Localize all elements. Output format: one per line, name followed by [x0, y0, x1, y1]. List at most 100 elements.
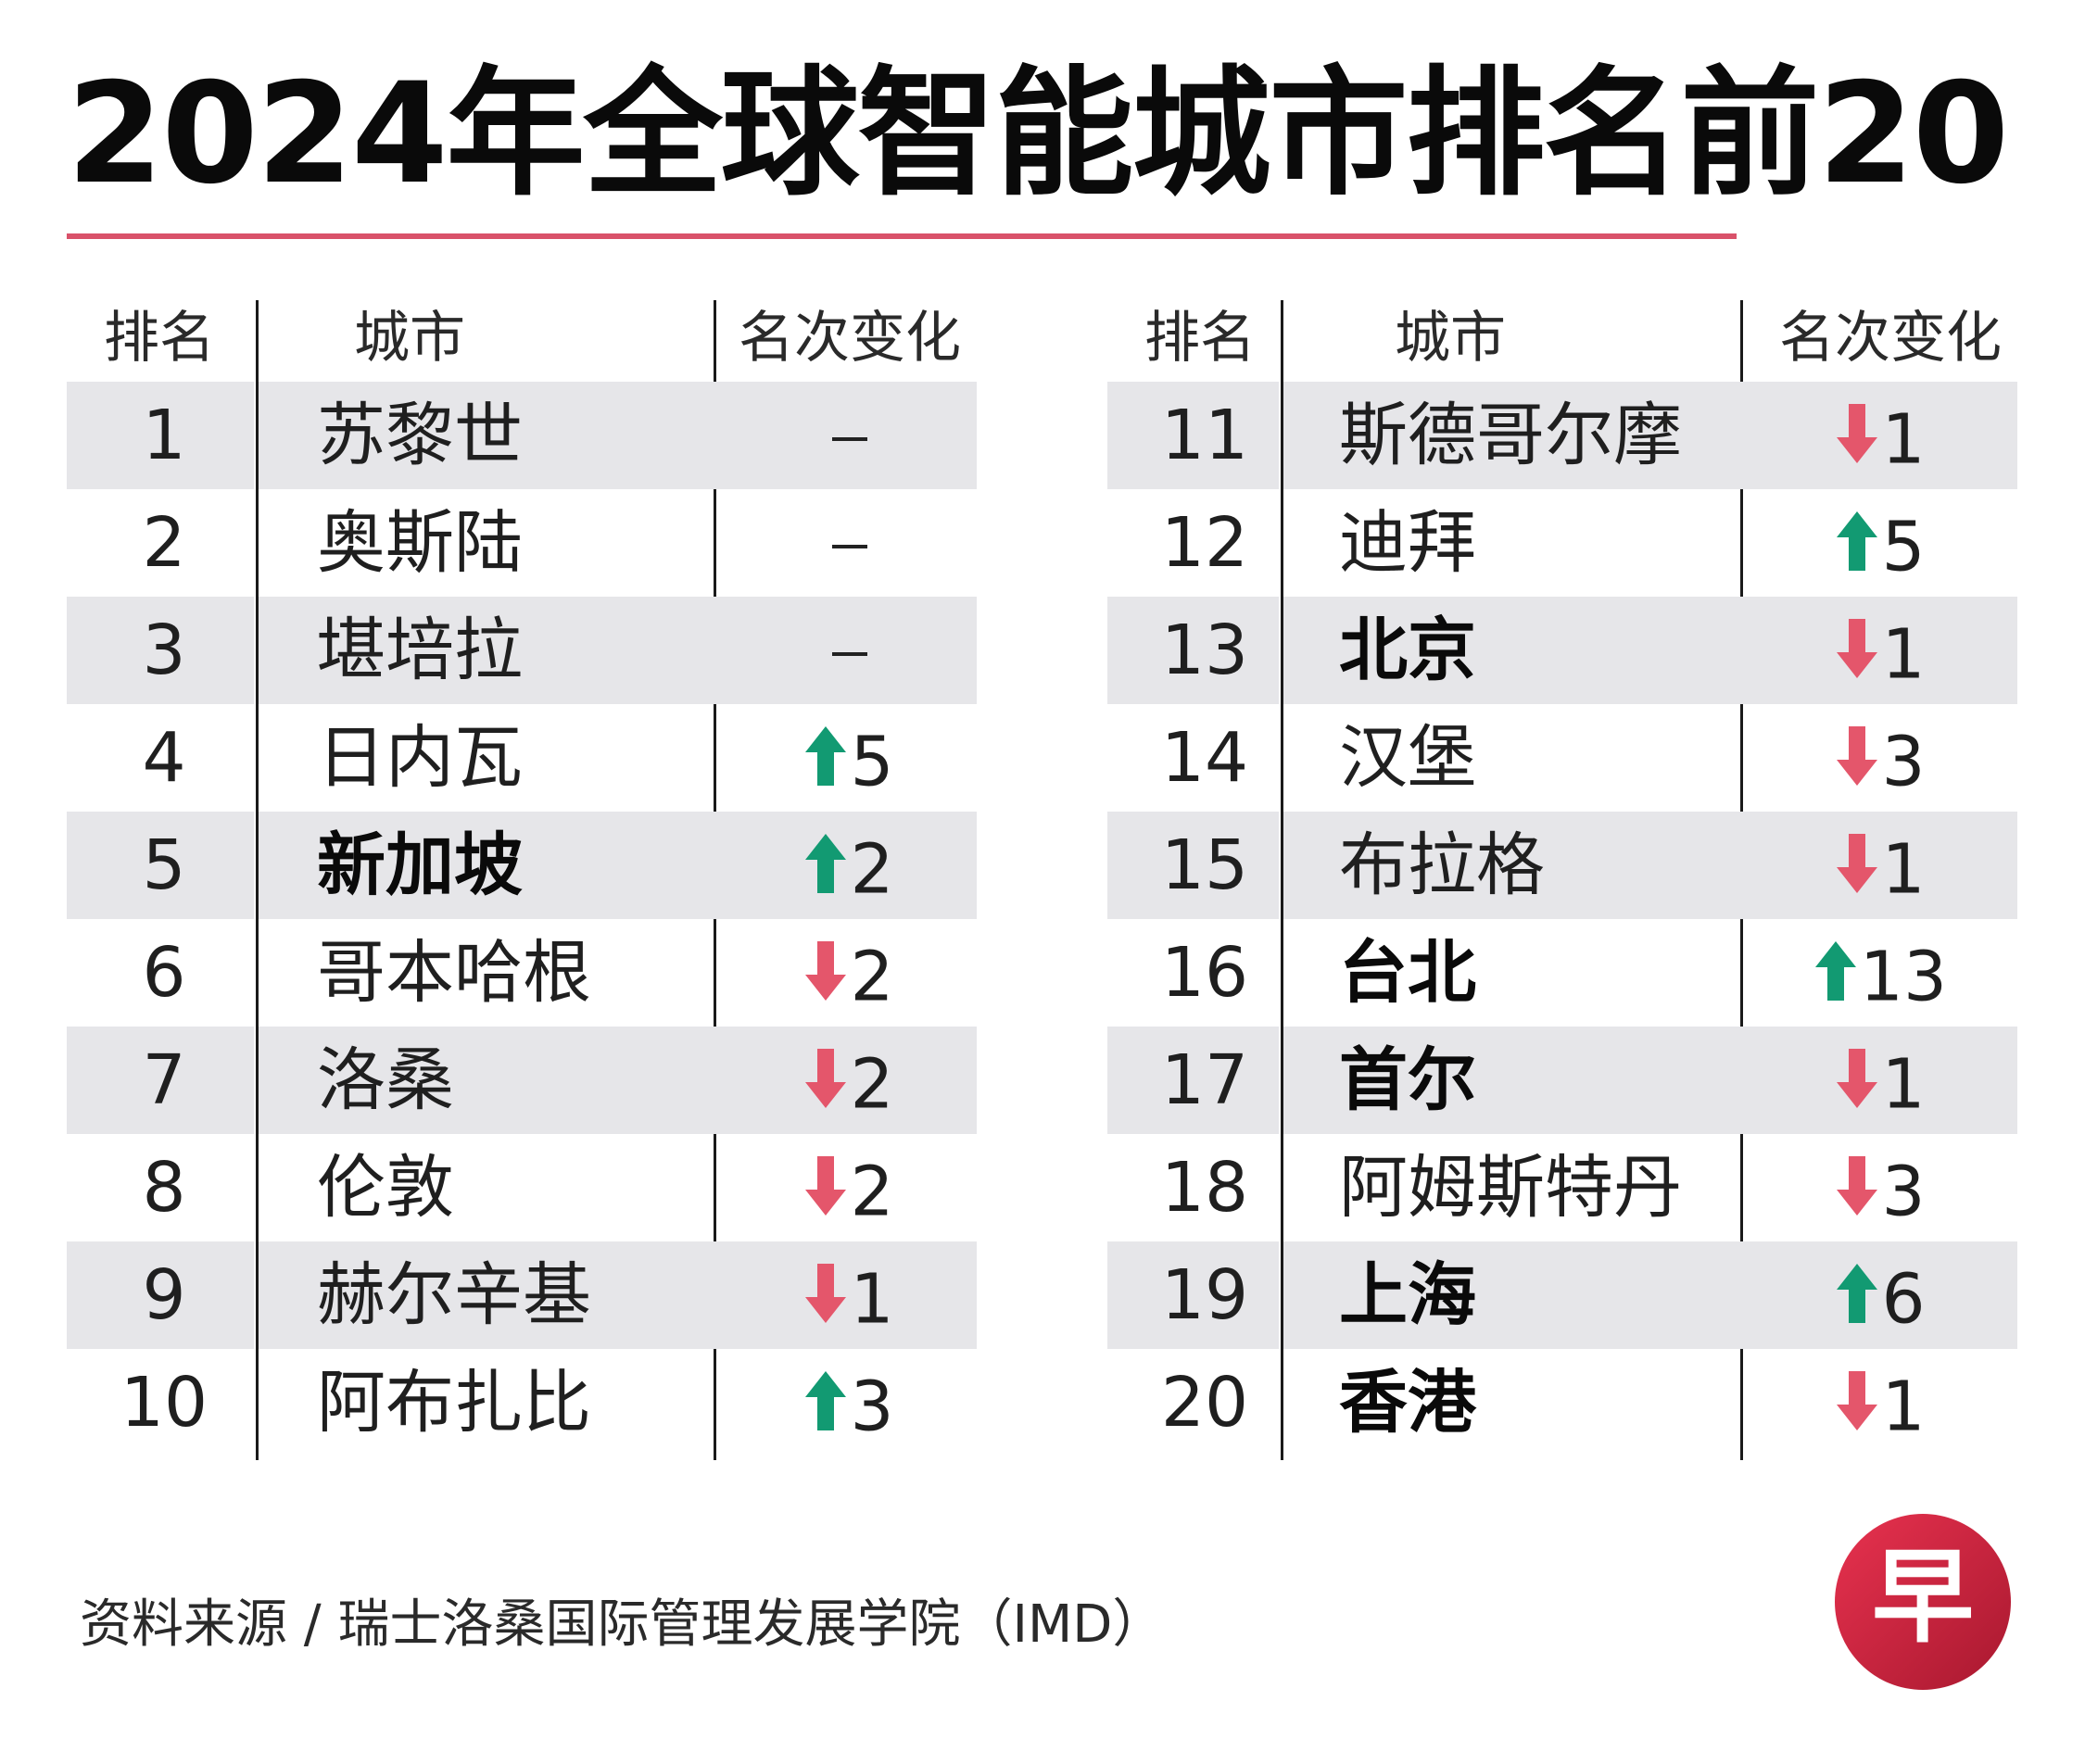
table-row: 16 台北 13 — [1107, 919, 2017, 1027]
arrow-down-shape — [805, 941, 847, 1002]
table-row: 17 首尔 1 — [1107, 1027, 2017, 1134]
rank-cell: 18 — [1160, 1148, 1249, 1228]
logo-char: 早 — [1872, 1538, 1974, 1657]
change-cell: 3 — [729, 1349, 970, 1456]
row-band — [67, 382, 254, 489]
arrow-up-shape — [805, 834, 847, 894]
table-rows: 11 斯德哥尔摩 1 12 迪拜 5 13 北京 1 14 汉堡 3 15 布拉格 1 16 台北 13 17 首尔 1… — [1107, 382, 2017, 1456]
rank-cell: 13 — [1160, 611, 1249, 690]
city-cell: 香港 — [1339, 1363, 1476, 1443]
table-row: 12 迪拜 5 — [1107, 489, 2017, 597]
change-cell: 5 — [1756, 489, 2006, 597]
rank-cell: 8 — [142, 1148, 186, 1228]
change-cell: 1 — [1756, 382, 2006, 489]
arrow-up-icon — [1814, 941, 1856, 1002]
chart-title: 2024年全球智能城市排名前20 — [67, 54, 2009, 215]
city-cell: 上海 — [1339, 1255, 1476, 1335]
arrow-down-icon — [805, 1156, 847, 1216]
arrow-down-icon — [1837, 1156, 1878, 1216]
arrow-down-icon — [1837, 834, 1878, 894]
change-cell: 1 — [1756, 1027, 2006, 1134]
arrow-down-icon — [805, 941, 847, 1002]
city-cell: 哥本哈根 — [317, 933, 591, 1013]
change-cell — [729, 489, 970, 597]
logo-circle — [1835, 1514, 2011, 1690]
change-value: 1 — [1881, 399, 1926, 480]
table-row: 18 阿姆斯特丹 3 — [1107, 1134, 2017, 1241]
table-row: 5 新加坡 2 — [67, 812, 977, 919]
rank-cell: 4 — [142, 718, 186, 798]
table-row: 6 哥本哈根 2 — [67, 919, 977, 1027]
arrow-down-shape — [1837, 619, 1878, 679]
row-band — [67, 1027, 254, 1134]
arrow-down-shape — [1837, 726, 1878, 787]
arrow-down-icon — [805, 1264, 847, 1324]
rank-cell: 2 — [142, 503, 186, 583]
rank-cell: 17 — [1160, 1040, 1249, 1120]
arrow-up-icon — [805, 1371, 847, 1431]
change-cell: 2 — [729, 919, 970, 1027]
header-change: 名次变化 — [1779, 306, 2002, 371]
change-cell: 1 — [1756, 597, 2006, 704]
change-value: 2 — [850, 1044, 894, 1125]
arrow-down-icon — [1837, 1371, 1878, 1431]
arrow-down-shape — [805, 1049, 847, 1109]
change-cell: 13 — [1756, 919, 2006, 1027]
change-cell: 2 — [729, 812, 970, 919]
row-band — [1283, 812, 2017, 919]
row-band — [67, 812, 254, 919]
change-value: 5 — [1881, 507, 1926, 587]
change-value: 1 — [1881, 1367, 1926, 1447]
table-row: 11 斯德哥尔摩 1 — [1107, 382, 2017, 489]
row-band — [1107, 1027, 1279, 1134]
change-value: 6 — [1881, 1259, 1926, 1340]
city-cell: 斯德哥尔摩 — [1339, 396, 1682, 475]
rank-cell: 10 — [120, 1363, 208, 1443]
rank-cell: 6 — [142, 933, 186, 1013]
change-value: 2 — [850, 829, 894, 910]
table-row: 4 日内瓦 5 — [67, 704, 977, 812]
rank-cell: 5 — [142, 825, 186, 905]
arrow-down-icon — [805, 1049, 847, 1109]
city-cell: 苏黎世 — [317, 396, 523, 475]
row-band — [259, 1027, 977, 1134]
change-value: 2 — [850, 937, 894, 1017]
row-band — [259, 597, 977, 704]
arrow-up-shape — [1814, 941, 1856, 1002]
arrow-down-icon — [1837, 619, 1878, 679]
city-cell: 赫尔辛基 — [317, 1255, 591, 1335]
row-band — [67, 1241, 254, 1349]
arrow-up-icon — [1837, 1264, 1878, 1324]
change-cell: 1 — [729, 1241, 970, 1349]
city-cell: 迪拜 — [1339, 503, 1476, 583]
rank-cell: 7 — [142, 1040, 186, 1120]
arrow-down-shape — [805, 1156, 847, 1216]
row-band — [259, 812, 977, 919]
arrow-up-shape — [1837, 511, 1878, 572]
change-value: 3 — [1881, 1152, 1926, 1232]
row-band — [1283, 382, 2017, 489]
change-value: 3 — [850, 1367, 894, 1447]
city-cell: 阿姆斯特丹 — [1339, 1148, 1682, 1228]
arrow-up-shape — [805, 726, 847, 787]
arrow-down-icon — [1837, 404, 1878, 464]
city-cell: 汉堡 — [1339, 718, 1476, 798]
arrow-up-icon — [805, 834, 847, 894]
change-value: 1 — [1881, 614, 1926, 695]
rank-cell: 20 — [1160, 1363, 1249, 1443]
table-row: 9 赫尔辛基 1 — [67, 1241, 977, 1349]
table-row: 7 洛桑 2 — [67, 1027, 977, 1134]
city-cell: 新加坡 — [317, 825, 523, 905]
change-value: 1 — [850, 1259, 894, 1340]
rank-cell: 14 — [1160, 718, 1249, 798]
change-cell — [729, 597, 970, 704]
change-value: 3 — [1881, 722, 1926, 802]
city-cell: 奥斯陆 — [317, 503, 523, 583]
change-cell: 3 — [1756, 1134, 2006, 1241]
change-cell: 1 — [1756, 812, 2006, 919]
arrow-down-shape — [1837, 404, 1878, 464]
change-cell: 2 — [729, 1027, 970, 1134]
rank-cell: 1 — [142, 396, 186, 475]
column-divider — [1281, 300, 1283, 1460]
row-band — [1107, 812, 1279, 919]
